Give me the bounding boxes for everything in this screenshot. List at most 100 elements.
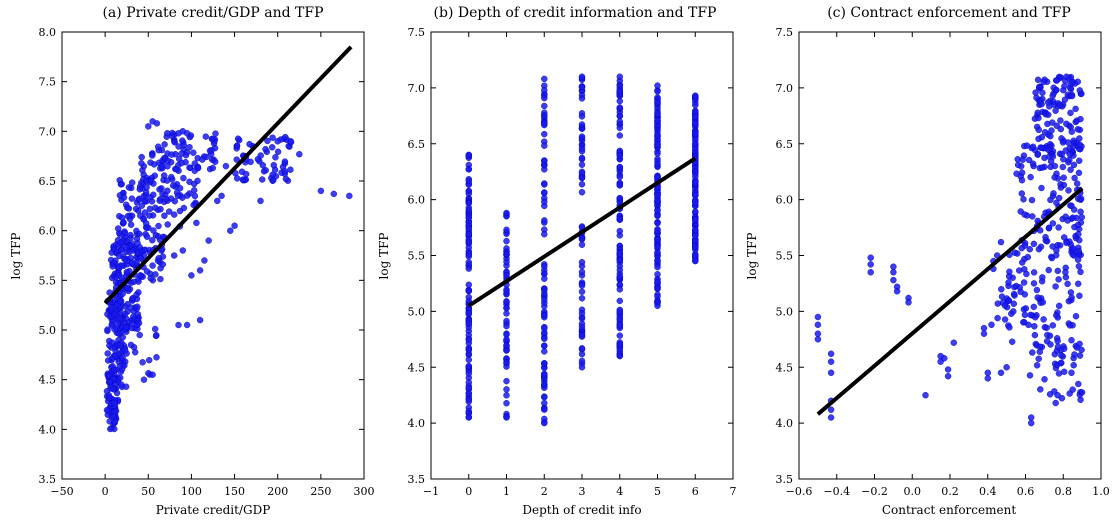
panel-a-data-point	[264, 137, 271, 145]
panel-a-data-point	[202, 133, 210, 140]
panel-b-data-point	[654, 219, 661, 227]
panel-a-data-point	[140, 216, 147, 223]
panel-c-data-point	[827, 406, 835, 413]
panel-a-data-point	[274, 148, 282, 156]
panel-a-data-point	[201, 257, 208, 264]
panel-c-data-point	[1034, 294, 1041, 301]
panel-c: (c) Contract enforcement and TFP −0.6 −0.…	[745, 5, 1110, 517]
panel-c-data-point	[1070, 143, 1077, 151]
panel-a-data-point	[149, 262, 156, 269]
panel-c-data-point	[1072, 105, 1079, 113]
panel-c-data-point	[1040, 78, 1047, 86]
panel-b-data-point	[578, 332, 586, 339]
panel-c-x-tick-label: 0.8	[1055, 485, 1073, 498]
panel-c-data-point	[1068, 337, 1075, 344]
panel-b-data-point	[654, 263, 661, 271]
panel-a-y-tick-label: 7.0	[39, 125, 57, 138]
panel-a-data-point	[134, 303, 141, 310]
panel-c-data-point	[1075, 230, 1082, 238]
panel-b-data-point	[616, 181, 623, 189]
panel-c-data-point	[1034, 109, 1041, 116]
panel-b-data-point	[578, 154, 586, 162]
panel-b-data-point	[465, 356, 472, 363]
panel-b-data-point	[503, 209, 510, 217]
panel-a-data-point	[282, 175, 290, 183]
panel-c-data-point	[1076, 141, 1084, 149]
panel-c-points	[814, 73, 1086, 427]
panel-b-data-point	[503, 250, 510, 258]
panel-a-x-tick-label: 150	[224, 485, 245, 498]
panel-a-data-point	[169, 182, 177, 189]
panel-b-data-point	[503, 386, 510, 393]
panel-a-data-point	[170, 252, 178, 259]
panel-a-data-point	[137, 255, 144, 262]
panel-c-data-point	[1068, 202, 1075, 209]
panel-a-data-point	[210, 140, 218, 147]
panel-c-data-point	[1036, 227, 1044, 234]
panel-c-data-point	[1075, 157, 1083, 165]
panel-c-ylabel: log TFP	[745, 233, 759, 280]
panel-c-data-point	[1044, 99, 1052, 106]
panel-a-xlabel: Private credit/GDP	[156, 503, 271, 517]
panel-c-data-point	[867, 269, 874, 276]
panel-a-x-tick-label: 300	[354, 485, 375, 498]
panel-b-data-point	[578, 364, 586, 371]
panel-b-data-point	[616, 341, 623, 348]
panel-c-data-point	[1077, 195, 1085, 202]
panel-c-data-point	[1066, 322, 1074, 329]
panel-c-data-point	[1023, 270, 1030, 278]
panel-c-data-point	[1069, 78, 1076, 86]
panel-b-data-point	[541, 286, 548, 293]
panel-c-data-point	[1059, 139, 1067, 146]
panel-a-data-point	[211, 158, 219, 166]
panel-b-data-point	[654, 141, 661, 148]
panel-a-ylabel: log TFP	[9, 233, 23, 280]
panel-a-data-point	[110, 413, 117, 420]
panel-b-data-point	[654, 279, 661, 286]
panel-a-data-point	[287, 166, 294, 173]
panel-b-data-point	[465, 332, 472, 339]
panel-b-data-point	[616, 87, 623, 95]
panel-c-data-point	[1005, 279, 1012, 286]
panel-b-data-point	[503, 288, 510, 295]
panel-b-data-point	[578, 133, 586, 140]
panel-a-data-point	[173, 166, 180, 173]
panel-c-data-point	[1068, 92, 1076, 100]
panel-c-data-point	[1030, 280, 1038, 287]
panel-b-data-point	[616, 256, 623, 263]
panel-c-data-point	[1010, 300, 1017, 307]
panel-a-data-point	[164, 221, 171, 228]
panel-c-data-point	[1075, 380, 1082, 388]
panel-b-data-point	[692, 208, 699, 215]
panel-c-data-point	[1038, 164, 1046, 171]
panel-c-data-point	[1032, 89, 1039, 96]
panel-b-data-point	[616, 297, 623, 305]
panel-c-data-point	[1060, 174, 1067, 181]
panel-a-data-point	[178, 150, 185, 157]
panel-c-data-point	[1067, 166, 1074, 174]
panel-a-data-point	[128, 195, 136, 202]
panel-b-data-point	[578, 241, 586, 248]
panel-b-data-point	[578, 268, 586, 276]
panel-b-data-point	[692, 113, 699, 120]
panel-b-x-tick-label: 3	[579, 485, 586, 498]
panel-c-data-point	[1071, 351, 1078, 358]
panel-c-data-point	[1069, 386, 1076, 393]
panel-a-data-point	[183, 149, 191, 156]
panel-b-data-point	[465, 206, 472, 214]
panel-c-x-tick-label: 1.0	[1092, 485, 1110, 498]
panel-a-data-point	[259, 161, 266, 169]
panel-b-data-point	[616, 194, 623, 202]
panel-b-data-point	[616, 132, 623, 139]
panel-a-x-tick-label: 100	[181, 485, 202, 498]
panel-b-data-point	[578, 295, 586, 302]
panel-c-data-point	[950, 339, 957, 346]
panel-a-data-point	[111, 399, 118, 407]
panel-c-data-point	[1055, 302, 1063, 310]
panel-b-data-point	[616, 152, 623, 159]
panel-b-data-point	[465, 320, 472, 327]
panel-c-data-point	[1020, 279, 1028, 286]
panel-c-data-point	[1052, 283, 1059, 290]
panel-a-data-point	[260, 168, 268, 175]
panel-c-data-point	[1062, 147, 1069, 154]
